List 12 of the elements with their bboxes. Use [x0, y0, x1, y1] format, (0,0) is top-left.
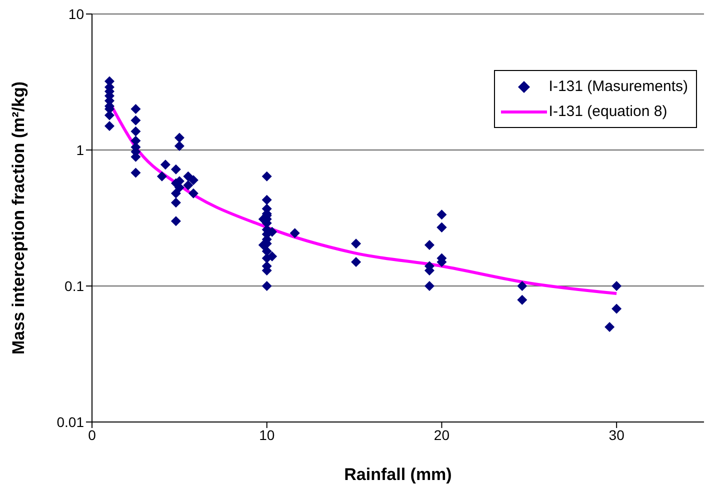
x-tick-label: 0	[88, 426, 96, 443]
x-tick-label: 20	[434, 426, 450, 443]
y-tick-label: 10	[68, 6, 84, 22]
x-tick-label: 10	[259, 426, 275, 443]
x-tick-label: 30	[608, 426, 625, 443]
y-tick-label: 0.01	[56, 414, 84, 430]
legend-label: I-131 (Masurements)	[548, 77, 688, 97]
y-tick-label: 0.1	[64, 278, 84, 294]
y-axis-title: Mass interception fraction (m²/kg)	[9, 82, 28, 354]
y-tick-label: 1	[76, 142, 84, 158]
x-axis-title: Rainfall (mm)	[344, 465, 452, 484]
legend-label: I-131 (equation 8)	[548, 102, 668, 122]
